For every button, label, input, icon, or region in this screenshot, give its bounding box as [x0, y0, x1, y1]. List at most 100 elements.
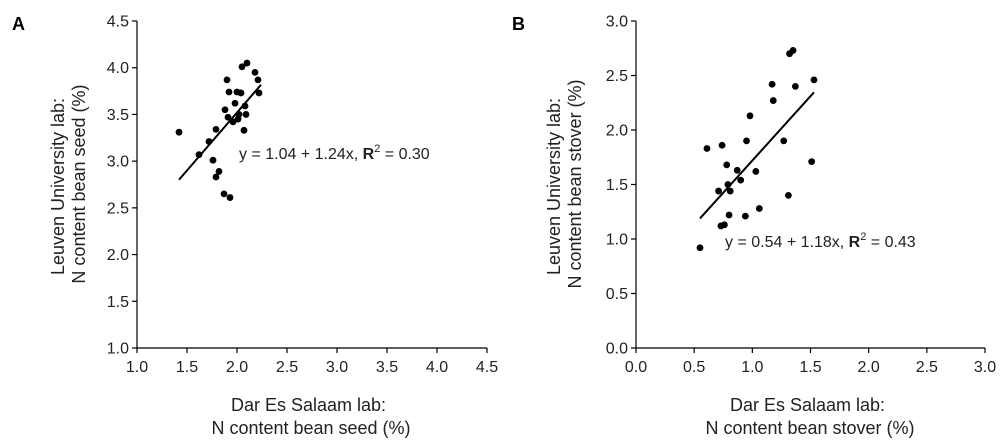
panel-a-y-tick-label: 3.0 [107, 154, 129, 171]
panel-a-y-title-line2: N content bean seed (%) [69, 84, 89, 283]
panel-a-x-title-line2: N content bean seed (%) [211, 418, 410, 438]
panel-b-x-tick-label: 1.0 [741, 359, 763, 376]
panel-b-data-point [789, 47, 797, 54]
panel-b-x-title-line2: N content bean stover (%) [705, 418, 914, 438]
panel-b-data-point [810, 76, 818, 84]
panel-b-data-point [784, 192, 792, 199]
panel-b-y-title: Leuven University lab: N content bean st… [544, 79, 585, 288]
panel-b-equation: y = 0.54 + 1.18x, R2 = 0.43 [725, 231, 916, 251]
panel-a-x-tick-label: 2.5 [276, 359, 298, 376]
panel-b-x-title-line1: Dar Es Salaam lab: [730, 395, 885, 415]
panel-a-letter: A [12, 14, 25, 34]
panel-b-y-tick-label: 2.0 [606, 123, 628, 140]
panel-b-y-ticks: 0.0 0.5 1.0 1.5 2.0 2.5 3.0 [606, 14, 636, 358]
panel-b-r2-sup: 2 [860, 231, 866, 243]
panel-a-x-title: Dar Es Salaam lab: N content bean seed (… [211, 395, 410, 438]
panel-a-y-title: Leuven University lab: N content bean se… [48, 84, 89, 283]
panel-b-data-point [703, 145, 711, 152]
panel-b-y-title-line1: Leuven University lab: [544, 98, 564, 275]
panel-a-data-point [238, 63, 246, 71]
panel-b-y-tick-label: 1.0 [606, 232, 628, 249]
panel-b-x-tick-label: 2.0 [858, 359, 880, 376]
panel-b-data-point [743, 137, 750, 145]
panel-a-data-point [223, 76, 231, 84]
panel-a-x-tick-label: 4.5 [476, 359, 498, 376]
panel-a-data-point [225, 88, 233, 96]
panel-a-x-tick-label: 2.0 [226, 359, 248, 376]
panel-b-r2-label: R [849, 234, 861, 251]
panel-a-points [175, 59, 263, 201]
panel-a-x-tick-label: 1.0 [126, 359, 148, 376]
panel-b-data-point [718, 141, 726, 149]
panel-a-data-point [251, 68, 259, 76]
panel-a-data-point [240, 126, 248, 134]
panel-b-x-tick-label: 3.0 [974, 359, 996, 376]
panel-a-x-tick-label: 3.0 [326, 359, 348, 376]
panel-a-data-point [255, 89, 263, 97]
panel-a-data-point [226, 194, 234, 201]
panel-b-data-point [780, 137, 788, 145]
panel-a-y-tick-label: 2.0 [107, 247, 129, 264]
panel-b-data-point [808, 158, 816, 166]
panel-b-letter: B [512, 14, 525, 34]
panel-b-data-point [746, 112, 754, 120]
panel-b-x-tick-label: 0.0 [625, 359, 647, 376]
panel-a-fit-line [178, 84, 262, 181]
panel-a-y-tick-label: 1.0 [107, 341, 129, 358]
panel-b-data-point [737, 176, 745, 184]
panel-a-y-tick-label: 4.0 [107, 60, 129, 77]
panel-b-data-point [755, 205, 763, 212]
panel-a-data-point [224, 113, 232, 121]
panel-b-data-point [696, 244, 704, 252]
panel-b-y-tick-label: 0.0 [606, 341, 628, 358]
panel-a-x-title-line1: Dar Es Salaam lab: [231, 395, 386, 415]
panel-a-y-tick-label: 1.5 [107, 294, 129, 311]
panel-b-data-point [741, 212, 749, 220]
panel-b-x-tick-label: 1.5 [799, 359, 821, 376]
panel-a-x-tick-label: 3.5 [376, 359, 398, 376]
panel-b-data-point [791, 83, 799, 90]
panel-a-data-point [209, 156, 217, 164]
panel-a-data-point [175, 128, 183, 136]
panel-a-r2-value: = 0.30 [380, 146, 429, 163]
panel-a-x-ticks: 1.0 1.5 2.0 2.5 3.0 3.5 4.0 4.5 [126, 348, 498, 376]
panel-b-y-tick-label: 1.5 [606, 177, 628, 194]
panel-a-y-tick-label: 3.5 [107, 107, 129, 124]
panel-a-data-point [195, 151, 203, 159]
panel-a-data-point [212, 173, 220, 181]
panel-a-y-ticks: 1.0 1.5 2.0 2.5 3.0 3.5 4.0 4.5 [107, 14, 137, 358]
panel-a-data-point [220, 190, 228, 198]
panel-b-points [696, 47, 818, 252]
panel-b-data-point [733, 166, 741, 174]
panel-a-y-tick-label: 2.5 [107, 200, 129, 217]
panel-b-x-ticks: 0.0 0.5 1.0 1.5 2.0 2.5 3.0 [625, 348, 996, 376]
panel-b-y-title-line2: N content bean stover (%) [565, 79, 585, 288]
panel-a: A 1.0 1.5 2.0 2.5 3.0 3.5 4.0 4.5 1.0 1.5 2.0 2.5 3… [12, 14, 498, 439]
panel-b-x-tick-label: 2.5 [916, 359, 938, 376]
panel-b-data-point [721, 221, 728, 229]
panel-a-data-point [243, 59, 251, 67]
panel-b-data-point [725, 211, 733, 219]
panel-b-data-point [768, 80, 776, 88]
panel-a-data-point [254, 76, 262, 84]
panel-a-data-point [221, 106, 229, 114]
panel-b-data-point [752, 168, 760, 175]
panel-a-data-point [212, 125, 220, 133]
panel-b-data-point [723, 161, 731, 169]
panel-b-fit-line [699, 91, 815, 220]
panel-b-r2-value: = 0.43 [866, 234, 915, 251]
panel-a-x-tick-label: 1.5 [176, 359, 198, 376]
panel-a-data-point [237, 89, 245, 97]
panel-b-equation-prefix: y = 0.54 + 1.18x, [725, 234, 849, 251]
panel-a-equation-prefix: y = 1.04 + 1.24x, [239, 146, 363, 163]
panel-b-y-tick-label: 2.5 [606, 68, 628, 85]
panel-b-data-point [715, 187, 722, 195]
panel-b-data-point [769, 97, 777, 104]
panel-a-data-point [242, 111, 250, 118]
panel-b: B 0.0 0.5 1.0 1.5 2.0 2.5 3.0 0.0 0.5 1.0 1.5 2.0 2… [512, 14, 996, 439]
panel-b-data-point [726, 187, 734, 195]
panel-a-x-tick-label: 4.0 [426, 359, 448, 376]
panel-a-y-tick-label: 4.5 [107, 14, 129, 31]
panel-a-y-title-line1: Leuven University lab: [48, 98, 68, 275]
